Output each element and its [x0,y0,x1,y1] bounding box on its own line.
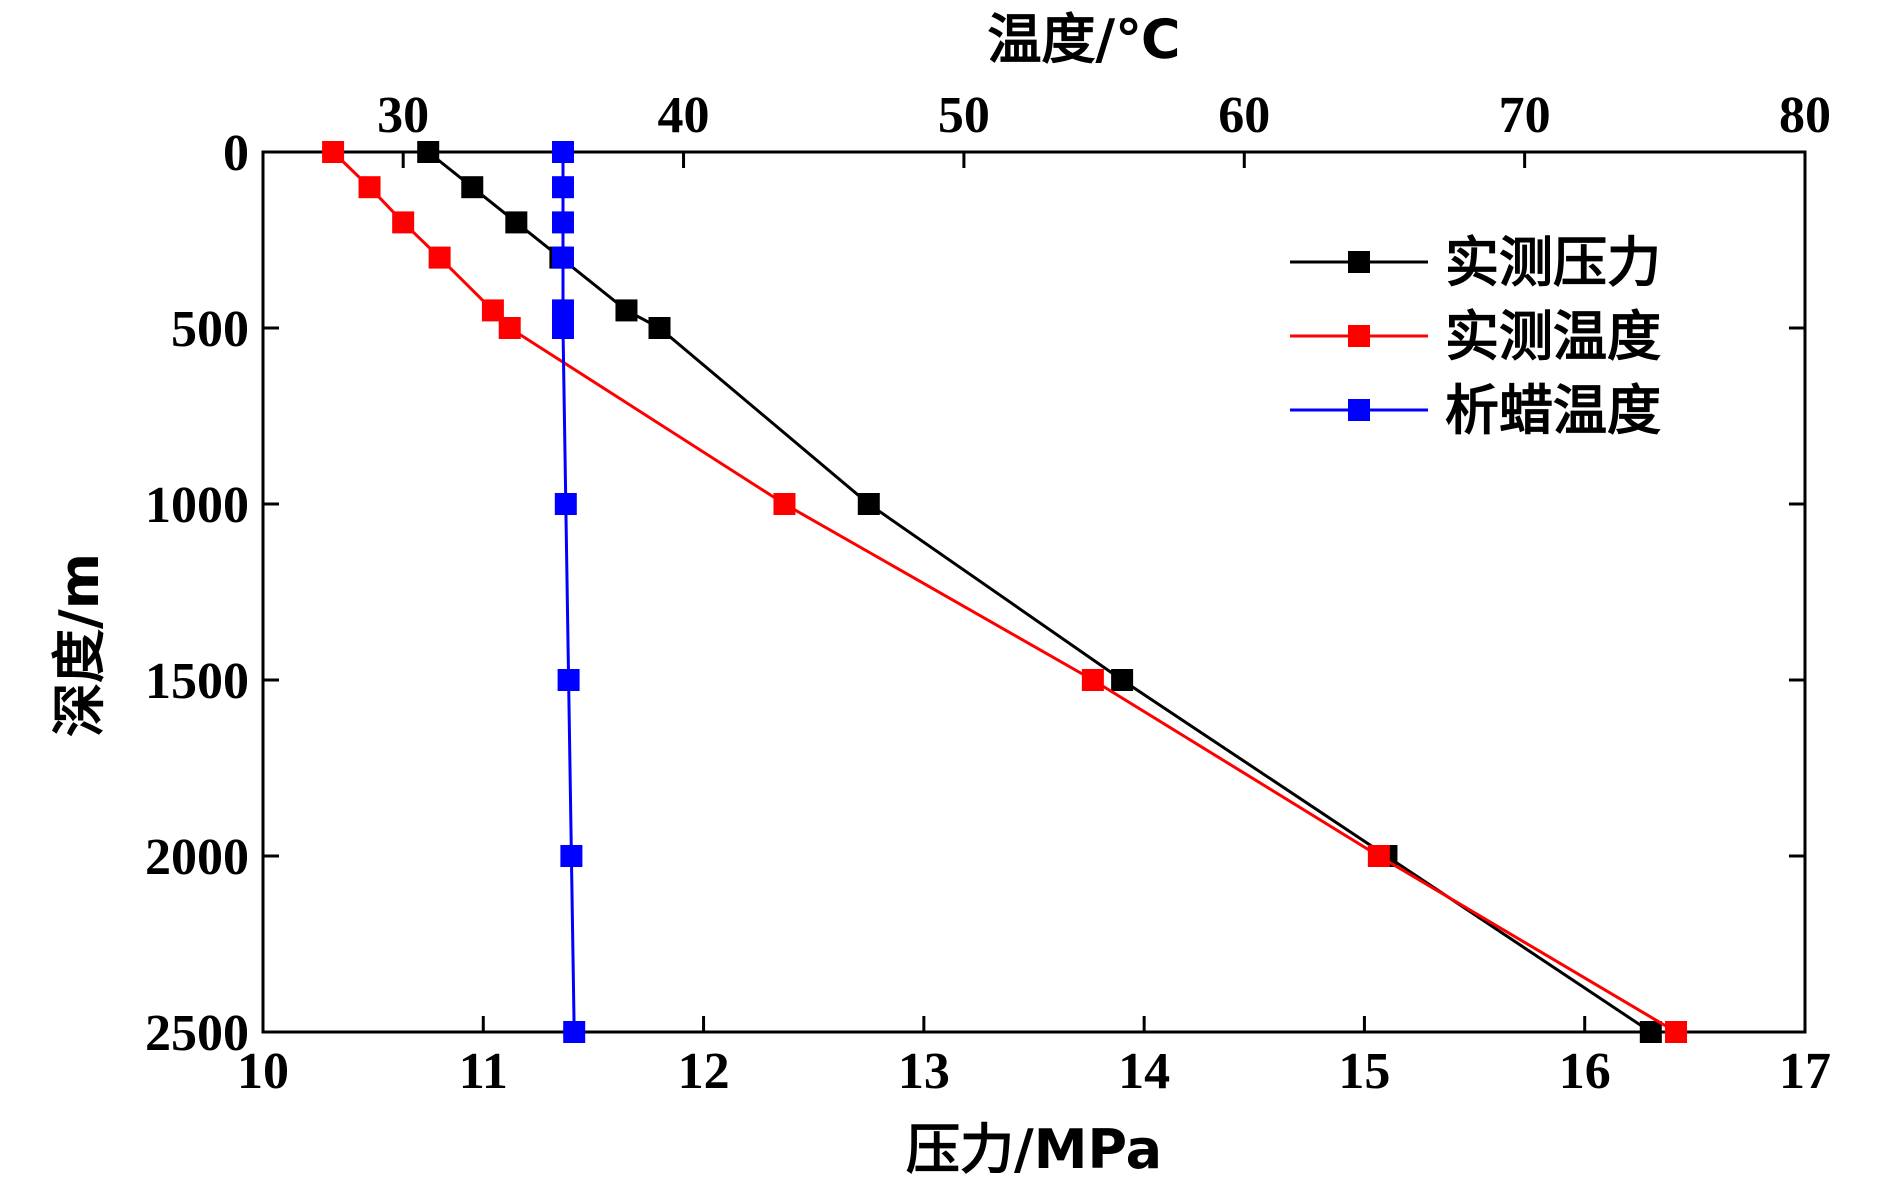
series-2-point [1367,845,1390,867]
left-tick-label: 1000 [145,477,249,534]
series-2-point [358,176,381,199]
left-axis-title: 深度/m [48,553,111,737]
legend-marker [1348,325,1370,347]
series-1-point [857,493,880,515]
series-1-point [505,211,528,234]
bottom-tick-label: 15 [1338,1043,1390,1100]
legend-marker [1348,251,1370,273]
top-tick-label: 50 [938,87,990,144]
series-2 [322,141,1688,1043]
top-tick-label: 70 [1499,87,1551,144]
series-2-point [1081,669,1104,691]
series-1-point [1639,1021,1662,1043]
left-tick-label: 500 [171,301,249,358]
bottom-tick-label: 11 [459,1043,508,1100]
bottom-tick-label: 10 [237,1043,289,1100]
legend-marker [1348,399,1370,421]
series-3-point [551,176,574,199]
left-tick-label: 1500 [145,653,249,710]
series-3-line [561,152,576,1033]
series-3-point [551,211,574,234]
plot-frame [261,150,1807,1034]
legend-item: 实测温度 [1290,305,1661,368]
top-tick-label: 40 [658,87,710,144]
bottom-tick-label: 14 [1118,1043,1170,1100]
series-2-point [773,493,796,515]
series-2-point [1665,1021,1688,1043]
legend-label: 实测温度 [1445,305,1661,368]
series-1-line [427,150,1652,1034]
legend-item: 析蜡温度 [1290,379,1661,442]
series-3-point [554,493,577,515]
series-3-point [560,845,583,867]
series-3-point [563,1021,586,1043]
series-3-point [551,246,574,269]
series-1-point [417,141,440,163]
series-3-point [557,669,580,691]
legend-label: 析蜡温度 [1445,379,1661,442]
series-2-point [322,141,345,163]
series-2-point [481,299,504,322]
bottom-tick-label: 13 [898,1043,950,1100]
left-tick-label: 2000 [145,829,249,886]
bottom-tick-label: 16 [1559,1043,1611,1100]
bottom-axis-title: 压力/MPa [906,1118,1162,1181]
series-3-point [551,317,574,339]
series-3-point [551,141,574,163]
top-tick-label: 60 [1218,87,1270,144]
bottom-tick-label: 12 [678,1043,730,1100]
top-tick-label: 80 [1779,87,1831,144]
ticks-layer: 10 11 12 13 14 15 16 17 30 40 50 60 70 80 0 500 1000 1500… [145,87,1831,1100]
series-2-point [392,211,415,234]
series-1-point [615,299,638,322]
left-tick-label: 0 [223,125,249,182]
series-1-point [1111,669,1134,691]
legend-item: 实测压力 [1290,231,1661,294]
series-2-point [428,246,451,269]
top-tick-label: 30 [377,87,429,144]
top-axis-title: 温度/℃ [987,8,1180,71]
series-1-point [461,176,484,199]
bottom-tick-label: 17 [1779,1043,1831,1100]
series-layer [322,141,1688,1043]
series-2-point [498,317,521,339]
legend-label: 实测压力 [1445,231,1661,294]
series-1-point [648,317,671,339]
series-3 [551,141,586,1043]
series-3-point [551,299,574,322]
left-tick-label: 2500 [145,1005,249,1062]
